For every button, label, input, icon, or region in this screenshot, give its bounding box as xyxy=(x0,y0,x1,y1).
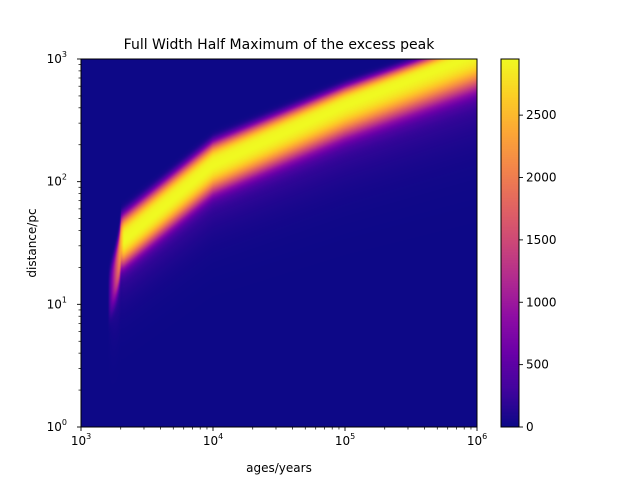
heatmap-image xyxy=(81,59,477,427)
x-axis: 103 104 105 106 xyxy=(71,427,487,448)
colorbar-tick-label: 500 xyxy=(526,358,549,372)
y-tick-label: 100 xyxy=(47,418,67,434)
y-tick-label: 103 xyxy=(47,50,67,66)
colorbar-ticks: 0 500 1000 1500 2000 2500 xyxy=(519,108,557,434)
colorbar-tick-label: 1500 xyxy=(526,233,557,247)
colorbar-frame xyxy=(500,58,520,428)
y-tick-label: 102 xyxy=(47,173,67,189)
x-axis-label: ages/years xyxy=(246,461,312,475)
x-tick-label: 105 xyxy=(335,432,355,448)
plot-area xyxy=(81,59,477,427)
colorbar: 0 500 1000 1500 2000 2500 xyxy=(500,58,557,434)
colorbar-tick-label: 1000 xyxy=(526,295,557,309)
x-tick-label: 106 xyxy=(467,432,487,448)
colorbar-tick-label: 2000 xyxy=(526,171,557,185)
colorbar-tick-label: 0 xyxy=(526,420,534,434)
y-tick-label: 101 xyxy=(47,295,67,311)
x-tick-label: 103 xyxy=(71,432,91,448)
colorbar-gradient xyxy=(501,59,519,427)
x-tick-label: 104 xyxy=(203,432,223,448)
colorbar-tick-label: 2500 xyxy=(526,108,557,122)
y-axis: 100 101 102 103 xyxy=(47,50,81,434)
chart-title: Full Width Half Maximum of the excess pe… xyxy=(124,37,436,53)
y-axis-label: distance/pc xyxy=(25,208,39,277)
plot-frame xyxy=(80,58,478,428)
